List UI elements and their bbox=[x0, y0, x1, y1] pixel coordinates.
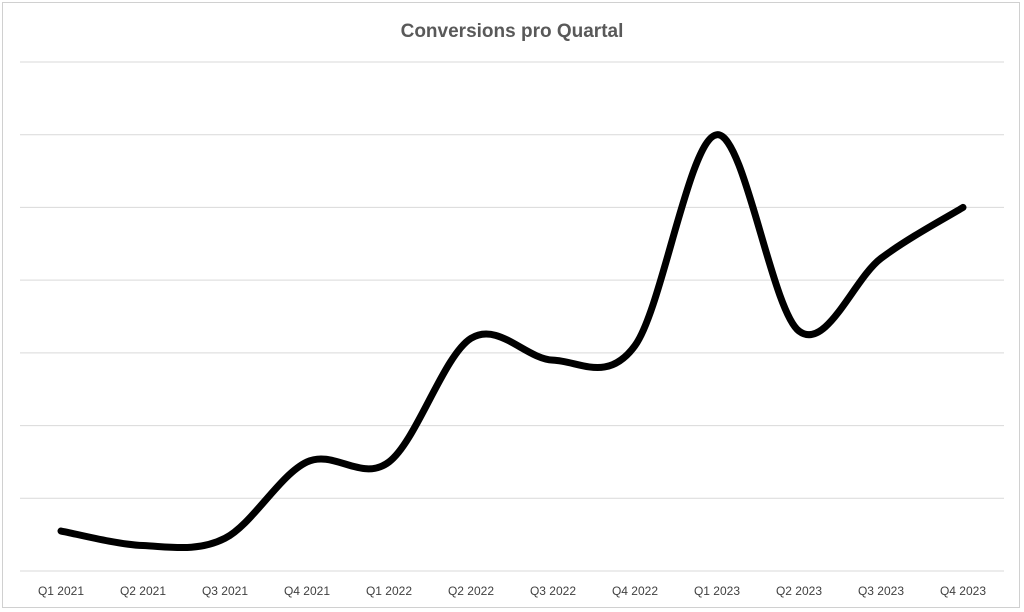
x-tick-label: Q4 2022 bbox=[612, 584, 658, 598]
x-tick-label: Q1 2021 bbox=[38, 584, 84, 598]
series-layer bbox=[57, 131, 967, 552]
data-point bbox=[960, 204, 966, 210]
data-point bbox=[386, 459, 392, 465]
x-tick-label: Q3 2022 bbox=[530, 584, 576, 598]
gridlines bbox=[20, 61, 1004, 499]
data-point bbox=[878, 255, 884, 261]
x-tick-label: Q4 2021 bbox=[284, 584, 330, 598]
data-point bbox=[140, 543, 146, 549]
x-axis: Q1 2021 Q2 2021 Q3 2021 Q4 2021 Q1 2022 Q2 20… bbox=[20, 570, 1004, 598]
data-point bbox=[714, 132, 720, 138]
series-line-1 bbox=[57, 131, 967, 552]
x-tick-label: Q2 2023 bbox=[776, 584, 822, 598]
x-tick-label: Q2 2022 bbox=[448, 584, 494, 598]
data-point bbox=[796, 328, 802, 334]
x-tick-label: Q2 2021 bbox=[120, 584, 166, 598]
data-point bbox=[550, 357, 556, 363]
chart-title: Conversions pro Quartal bbox=[401, 21, 624, 42]
x-tick-label: Q3 2023 bbox=[858, 584, 904, 598]
data-point bbox=[222, 535, 228, 541]
data-point bbox=[304, 459, 310, 465]
x-tick-label: Q1 2023 bbox=[694, 584, 740, 598]
data-point bbox=[632, 343, 638, 349]
x-tick-label: Q3 2021 bbox=[202, 584, 248, 598]
x-tick-label: Q4 2023 bbox=[940, 584, 986, 598]
data-point bbox=[58, 528, 64, 534]
data-point bbox=[468, 335, 474, 341]
x-tick-label: Q1 2022 bbox=[366, 584, 412, 598]
